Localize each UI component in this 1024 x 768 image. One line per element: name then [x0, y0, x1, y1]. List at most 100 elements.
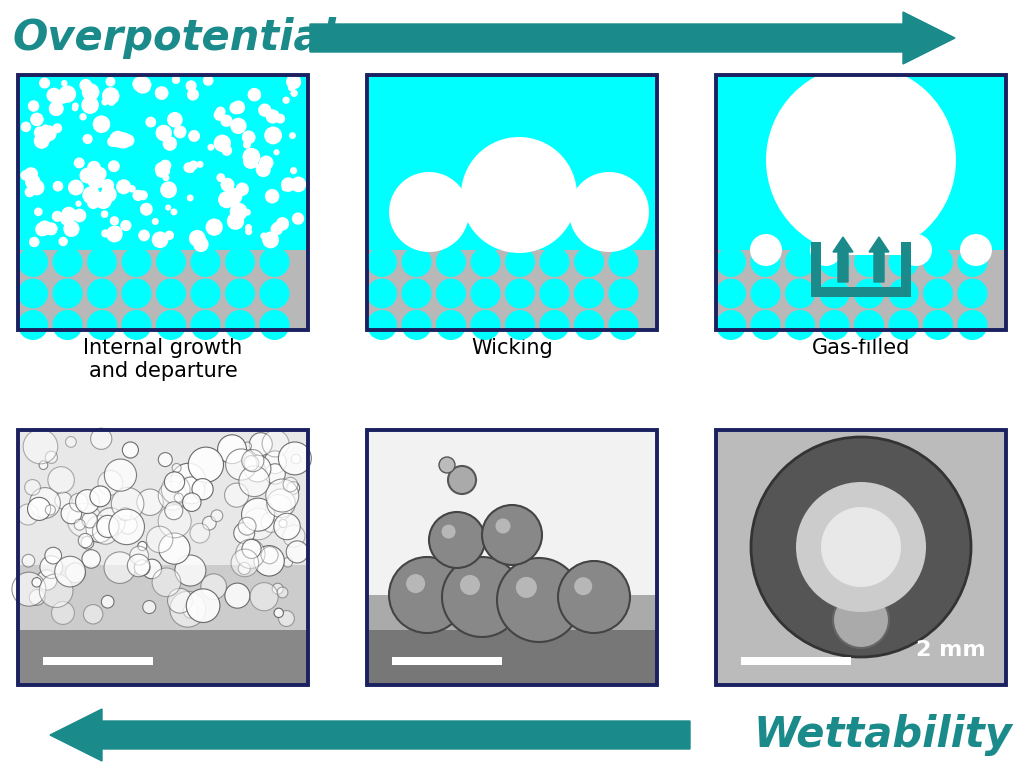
- Circle shape: [76, 200, 82, 207]
- Circle shape: [156, 310, 186, 340]
- Circle shape: [226, 213, 244, 230]
- FancyArrow shape: [50, 709, 690, 761]
- Circle shape: [558, 561, 630, 633]
- Circle shape: [29, 180, 44, 195]
- Circle shape: [233, 523, 255, 544]
- Circle shape: [608, 310, 639, 340]
- Circle shape: [516, 577, 537, 598]
- Circle shape: [250, 432, 272, 455]
- Circle shape: [29, 237, 40, 247]
- Circle shape: [94, 116, 110, 131]
- Circle shape: [163, 174, 170, 181]
- FancyArrow shape: [833, 237, 853, 282]
- Circle shape: [267, 489, 295, 518]
- Circle shape: [461, 137, 577, 253]
- Circle shape: [283, 97, 290, 104]
- Circle shape: [119, 516, 137, 534]
- Bar: [776, 480, 946, 605]
- Circle shape: [188, 447, 223, 482]
- Circle shape: [283, 478, 298, 492]
- Circle shape: [785, 279, 815, 309]
- Circle shape: [185, 164, 196, 173]
- Circle shape: [243, 508, 274, 540]
- Circle shape: [291, 177, 306, 192]
- Circle shape: [170, 208, 177, 215]
- Bar: [816, 200, 906, 255]
- Circle shape: [751, 247, 780, 277]
- Circle shape: [225, 583, 250, 608]
- Circle shape: [470, 247, 501, 277]
- Circle shape: [52, 211, 62, 222]
- FancyArrow shape: [310, 12, 955, 64]
- Circle shape: [273, 149, 280, 155]
- Circle shape: [52, 279, 83, 309]
- Circle shape: [278, 587, 288, 598]
- Circle shape: [18, 247, 48, 277]
- Circle shape: [12, 572, 46, 606]
- Circle shape: [259, 156, 273, 170]
- Circle shape: [289, 132, 296, 139]
- Circle shape: [159, 533, 190, 564]
- Circle shape: [138, 541, 146, 551]
- Circle shape: [74, 157, 85, 168]
- Circle shape: [389, 557, 465, 633]
- Circle shape: [810, 234, 842, 266]
- Circle shape: [140, 203, 153, 216]
- Circle shape: [367, 310, 397, 340]
- Circle shape: [159, 482, 187, 510]
- Circle shape: [165, 472, 184, 492]
- Circle shape: [188, 161, 199, 170]
- Circle shape: [182, 493, 201, 511]
- Circle shape: [291, 455, 301, 464]
- Bar: [901, 242, 911, 297]
- Circle shape: [505, 247, 535, 277]
- Circle shape: [225, 449, 257, 480]
- Circle shape: [128, 185, 136, 193]
- Circle shape: [185, 81, 197, 91]
- Circle shape: [261, 512, 282, 532]
- Circle shape: [265, 464, 286, 484]
- Circle shape: [199, 237, 205, 243]
- Circle shape: [900, 234, 932, 266]
- Bar: [811, 242, 821, 297]
- Circle shape: [108, 99, 115, 106]
- Circle shape: [52, 181, 63, 191]
- Text: Gas-filled: Gas-filled: [812, 338, 910, 358]
- Circle shape: [108, 161, 120, 172]
- Bar: [18, 430, 308, 685]
- Circle shape: [110, 216, 119, 226]
- Circle shape: [188, 230, 206, 247]
- Circle shape: [265, 189, 280, 204]
- Circle shape: [262, 430, 289, 457]
- Circle shape: [505, 279, 535, 309]
- Circle shape: [122, 134, 134, 147]
- Circle shape: [74, 519, 85, 530]
- Circle shape: [244, 455, 259, 471]
- Circle shape: [25, 479, 40, 495]
- Circle shape: [218, 191, 236, 208]
- Circle shape: [66, 563, 85, 583]
- Circle shape: [164, 168, 170, 175]
- Circle shape: [105, 197, 112, 204]
- Circle shape: [94, 191, 112, 209]
- Circle shape: [72, 184, 78, 190]
- Circle shape: [82, 187, 100, 204]
- Circle shape: [105, 77, 116, 87]
- Circle shape: [81, 96, 99, 114]
- Circle shape: [785, 247, 815, 277]
- Circle shape: [45, 505, 55, 515]
- Circle shape: [28, 101, 39, 111]
- Circle shape: [122, 247, 152, 277]
- Circle shape: [87, 310, 117, 340]
- Circle shape: [34, 207, 43, 216]
- Bar: [18, 75, 308, 330]
- Circle shape: [167, 112, 182, 127]
- Circle shape: [49, 89, 59, 100]
- Bar: [716, 250, 1006, 330]
- Circle shape: [923, 310, 953, 340]
- Circle shape: [854, 279, 884, 309]
- Circle shape: [72, 102, 79, 109]
- Circle shape: [58, 85, 76, 103]
- Circle shape: [236, 183, 249, 196]
- Circle shape: [291, 90, 298, 97]
